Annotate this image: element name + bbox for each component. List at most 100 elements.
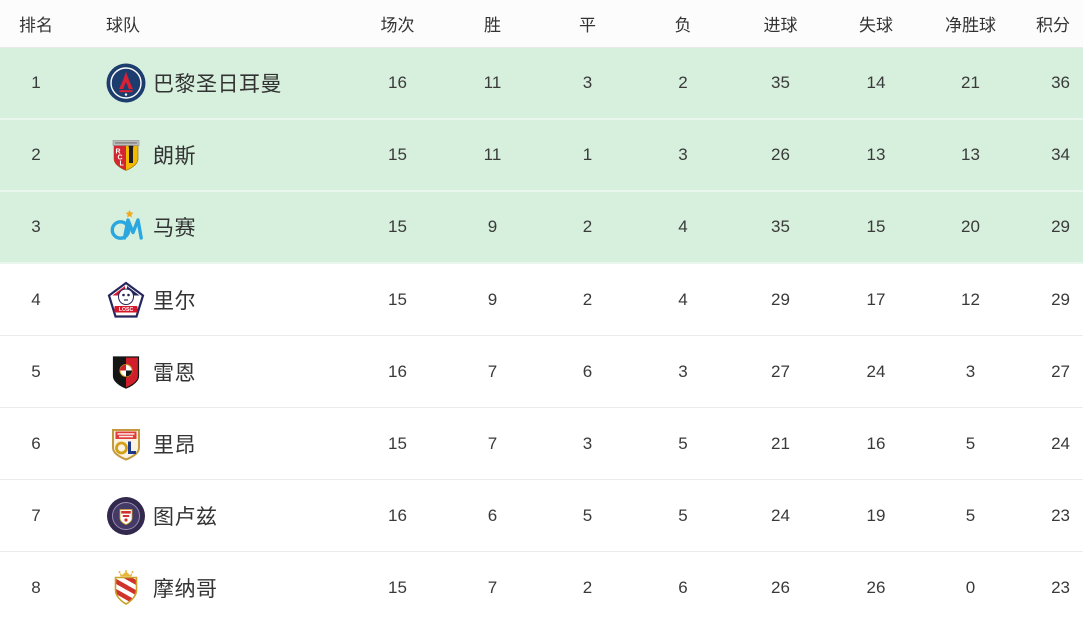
team-name[interactable]: 巴黎圣日耳曼 [153, 73, 282, 96]
wins-cell: 7 [487, 361, 498, 381]
team-cell: 图卢兹 [72, 496, 350, 536]
header-points: 积分 [1036, 16, 1070, 35]
played-cell: 16 [388, 361, 407, 381]
rank-cell: 7 [31, 505, 41, 525]
goals-for-cell: 26 [771, 145, 790, 164]
header-wins: 胜 [484, 16, 501, 35]
svg-text:LOSC: LOSC [119, 307, 134, 313]
losses-cell: 5 [678, 433, 688, 453]
header-goals-against: 失球 [859, 16, 893, 35]
wins-cell: 11 [483, 73, 502, 92]
team-cell: 里昂 [72, 424, 350, 464]
points-cell: 29 [1051, 217, 1070, 236]
losses-cell: 3 [678, 361, 688, 381]
team-name[interactable]: 朗斯 [153, 145, 196, 168]
standings-header-row: 排名 球队 场次 胜 平 负 进球 失球 净胜球 积分 [0, 0, 1083, 48]
team-name[interactable]: 摩纳哥 [153, 578, 218, 601]
draws-cell: 2 [582, 289, 593, 309]
points-cell: 36 [1051, 73, 1070, 92]
goals-for-cell: 29 [771, 289, 790, 309]
goals-against-cell: 13 [866, 145, 886, 164]
points-cell: 29 [1051, 289, 1070, 309]
points-cell: 23 [1051, 578, 1070, 597]
goals-for-cell: 21 [771, 433, 790, 453]
team-name[interactable]: 里尔 [153, 289, 196, 313]
goals-for-cell: 24 [771, 505, 790, 525]
goals-against-cell: 14 [866, 73, 886, 92]
losses-cell: 5 [678, 505, 688, 525]
goals-against-cell: 26 [866, 578, 886, 597]
team-cell: 巴黎圣日耳曼 [72, 63, 350, 103]
draws-cell: 1 [582, 145, 593, 164]
team-cell: LOSC 里尔 [72, 280, 350, 320]
wins-cell: 7 [487, 578, 498, 597]
rennes-crest-icon [106, 352, 146, 392]
lille-crest-icon: LOSC [106, 280, 146, 320]
goals-for-cell: 26 [771, 578, 790, 597]
goal-diff-cell: 21 [961, 73, 980, 92]
goal-diff-cell: 3 [965, 361, 976, 381]
losses-cell: 6 [678, 578, 688, 597]
goals-for-cell: 35 [771, 217, 790, 236]
points-cell: 24 [1051, 433, 1070, 453]
header-goal-diff: 净胜球 [945, 16, 996, 35]
draws-cell: 2 [582, 217, 593, 236]
table-row-rank-5[interactable]: 5 雷恩 16 7 6 3 27 24 3 27 [0, 336, 1083, 408]
played-cell: 16 [388, 73, 407, 92]
goals-against-cell: 17 [866, 289, 886, 309]
losses-cell: 3 [678, 145, 688, 164]
rank-cell: 2 [31, 145, 41, 164]
table-row-rank-1[interactable]: 1 巴黎圣日耳曼 16 11 3 2 35 14 21 36 [0, 48, 1083, 120]
goal-diff-cell: 13 [961, 145, 980, 164]
team-name[interactable]: 图卢兹 [153, 505, 218, 529]
played-cell: 15 [388, 145, 407, 164]
played-cell: 16 [388, 505, 407, 525]
table-row-rank-4[interactable]: 4 LOSC 里尔 15 9 2 4 29 17 12 29 [0, 264, 1083, 336]
draws-cell: 3 [582, 433, 593, 453]
played-cell: 15 [388, 289, 407, 309]
played-cell: 15 [388, 433, 407, 453]
wins-cell: 9 [487, 289, 498, 309]
team-cell: 马赛 [72, 207, 350, 247]
team-name[interactable]: 雷恩 [153, 361, 196, 385]
team-cell: 雷恩 [72, 352, 350, 392]
rank-cell: 1 [31, 73, 41, 92]
goals-for-cell: 35 [771, 73, 790, 92]
header-rank: 排名 [19, 16, 53, 35]
table-row-rank-8[interactable]: 8 摩纳哥 15 7 2 6 26 26 0 23 [0, 552, 1083, 624]
psg-crest-icon [106, 63, 146, 103]
draws-cell: 2 [582, 578, 593, 597]
team-name[interactable]: 马赛 [153, 217, 196, 240]
goal-diff-cell: 12 [961, 289, 980, 309]
points-cell: 34 [1051, 145, 1070, 164]
goals-against-cell: 16 [866, 433, 886, 453]
table-row-rank-7[interactable]: 7 图卢兹 16 6 5 5 24 19 5 23 [0, 480, 1083, 552]
header-losses: 负 [674, 16, 692, 35]
goal-diff-cell: 0 [965, 578, 976, 597]
goals-against-cell: 24 [866, 361, 886, 381]
rank-cell: 8 [31, 578, 41, 597]
team-name[interactable]: 里昂 [153, 433, 196, 457]
draws-cell: 3 [582, 73, 593, 92]
svg-text:C: C [118, 155, 123, 162]
wins-cell: 9 [487, 217, 498, 236]
wins-cell: 7 [487, 433, 498, 453]
played-cell: 15 [388, 217, 407, 236]
rank-cell: 3 [31, 217, 41, 236]
rank-cell: 4 [31, 289, 41, 309]
losses-cell: 4 [678, 217, 688, 236]
table-row-rank-6[interactable]: 6 里昂 15 7 3 5 21 16 5 24 [0, 408, 1083, 480]
table-row-rank-3[interactable]: 3 马赛 15 9 2 4 35 15 20 29 [0, 192, 1083, 264]
wins-cell: 11 [483, 145, 502, 164]
marseille-crest-icon [106, 207, 146, 247]
rank-cell: 5 [31, 361, 41, 381]
svg-text:L: L [120, 161, 125, 168]
team-cell: 摩纳哥 [72, 568, 350, 608]
rank-cell: 6 [31, 433, 41, 453]
svg-text:R: R [116, 149, 121, 156]
losses-cell: 2 [678, 73, 688, 92]
